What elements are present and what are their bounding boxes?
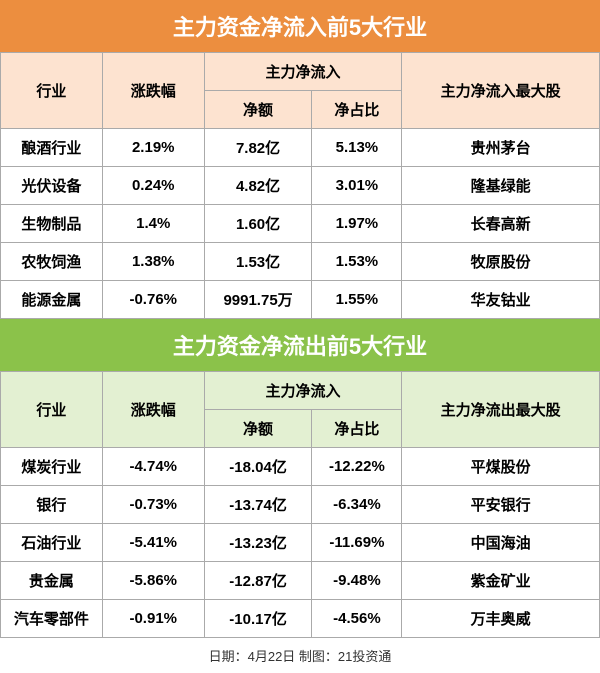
col-netamt: 净额	[204, 91, 312, 129]
footer-text: 日期：4月22日 制图：21投资通	[0, 638, 600, 673]
cell-netpct: 3.01%	[312, 167, 402, 205]
cell-netpct: -6.34%	[312, 486, 402, 524]
cell-stock: 平煤股份	[402, 448, 600, 486]
cell-stock: 贵州茅台	[402, 129, 600, 167]
cell-industry: 贵金属	[1, 562, 103, 600]
table-row: 煤炭行业-4.74%-18.04亿-12.22%平煤股份	[1, 448, 600, 486]
col-netflow: 主力净流入	[204, 53, 402, 91]
cell-industry: 煤炭行业	[1, 448, 103, 486]
cell-industry: 银行	[1, 486, 103, 524]
col-netpct: 净占比	[312, 91, 402, 129]
cell-stock: 长春高新	[402, 205, 600, 243]
table-row: 贵金属-5.86%-12.87亿-9.48%紫金矿业	[1, 562, 600, 600]
cell-industry: 汽车零部件	[1, 600, 103, 638]
header-row-1: 行业 涨跌幅 主力净流入 主力净流入最大股	[1, 53, 600, 91]
cell-stock: 牧原股份	[402, 243, 600, 281]
cell-change: 0.24%	[102, 167, 204, 205]
cell-netpct: 5.13%	[312, 129, 402, 167]
cell-stock: 中国海油	[402, 524, 600, 562]
cell-industry: 酿酒行业	[1, 129, 103, 167]
cell-netamt: -10.17亿	[204, 600, 312, 638]
inflow-section: 主力资金净流入前5大行业 行业 涨跌幅 主力净流入 主力净流入最大股 净额 净占…	[0, 0, 600, 319]
cell-industry: 能源金属	[1, 281, 103, 319]
col-netpct: 净占比	[312, 410, 402, 448]
cell-stock: 隆基绿能	[402, 167, 600, 205]
cell-change: 1.38%	[102, 243, 204, 281]
table-row: 银行-0.73%-13.74亿-6.34%平安银行	[1, 486, 600, 524]
cell-netamt: 4.82亿	[204, 167, 312, 205]
cell-netamt: -12.87亿	[204, 562, 312, 600]
cell-industry: 石油行业	[1, 524, 103, 562]
cell-industry: 生物制品	[1, 205, 103, 243]
cell-stock: 华友钴业	[402, 281, 600, 319]
cell-netpct: -12.22%	[312, 448, 402, 486]
col-stock: 主力净流入最大股	[402, 53, 600, 129]
cell-netpct: 1.55%	[312, 281, 402, 319]
outflow-title: 主力资金净流出前5大行业	[0, 319, 600, 371]
cell-netamt: -13.74亿	[204, 486, 312, 524]
cell-stock: 紫金矿业	[402, 562, 600, 600]
table-row: 能源金属-0.76%9991.75万1.55%华友钴业	[1, 281, 600, 319]
col-change: 涨跌幅	[102, 53, 204, 129]
cell-netpct: -9.48%	[312, 562, 402, 600]
inflow-title: 主力资金净流入前5大行业	[0, 0, 600, 52]
cell-industry: 光伏设备	[1, 167, 103, 205]
cell-change: -0.73%	[102, 486, 204, 524]
table-row: 生物制品1.4%1.60亿1.97%长春高新	[1, 205, 600, 243]
cell-netpct: -11.69%	[312, 524, 402, 562]
table-row: 汽车零部件-0.91%-10.17亿-4.56%万丰奥威	[1, 600, 600, 638]
cell-stock: 万丰奥威	[402, 600, 600, 638]
cell-change: -5.86%	[102, 562, 204, 600]
cell-netamt: -13.23亿	[204, 524, 312, 562]
cell-netamt: 9991.75万	[204, 281, 312, 319]
table-row: 光伏设备0.24%4.82亿3.01%隆基绿能	[1, 167, 600, 205]
cell-stock: 平安银行	[402, 486, 600, 524]
cell-netamt: 7.82亿	[204, 129, 312, 167]
col-change: 涨跌幅	[102, 372, 204, 448]
col-stock: 主力净流出最大股	[402, 372, 600, 448]
cell-industry: 农牧饲渔	[1, 243, 103, 281]
table-row: 酿酒行业2.19%7.82亿5.13%贵州茅台	[1, 129, 600, 167]
outflow-section: 主力资金净流出前5大行业 行业 涨跌幅 主力净流入 主力净流出最大股 净额 净占…	[0, 319, 600, 638]
cell-netamt: 1.53亿	[204, 243, 312, 281]
table-row: 农牧饲渔1.38%1.53亿1.53%牧原股份	[1, 243, 600, 281]
col-netflow: 主力净流入	[204, 372, 402, 410]
outflow-table: 行业 涨跌幅 主力净流入 主力净流出最大股 净额 净占比 煤炭行业-4.74%-…	[0, 371, 600, 638]
cell-change: -0.91%	[102, 600, 204, 638]
table-row: 石油行业-5.41%-13.23亿-11.69%中国海油	[1, 524, 600, 562]
col-netamt: 净额	[204, 410, 312, 448]
col-industry: 行业	[1, 372, 103, 448]
col-industry: 行业	[1, 53, 103, 129]
cell-change: 1.4%	[102, 205, 204, 243]
cell-netamt: -18.04亿	[204, 448, 312, 486]
cell-netpct: -4.56%	[312, 600, 402, 638]
cell-netamt: 1.60亿	[204, 205, 312, 243]
inflow-table: 行业 涨跌幅 主力净流入 主力净流入最大股 净额 净占比 酿酒行业2.19%7.…	[0, 52, 600, 319]
cell-change: 2.19%	[102, 129, 204, 167]
header-row-1: 行业 涨跌幅 主力净流入 主力净流出最大股	[1, 372, 600, 410]
cell-change: -4.74%	[102, 448, 204, 486]
cell-netpct: 1.97%	[312, 205, 402, 243]
cell-change: -5.41%	[102, 524, 204, 562]
cell-change: -0.76%	[102, 281, 204, 319]
cell-netpct: 1.53%	[312, 243, 402, 281]
